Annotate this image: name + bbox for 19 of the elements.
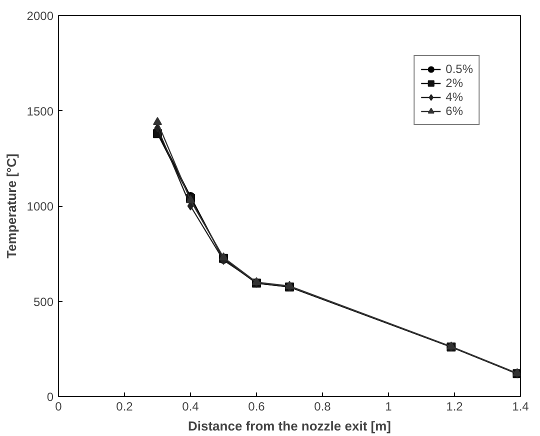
x-tick-label: 1.2: [446, 400, 464, 414]
y-tick-label: 1500: [26, 104, 54, 118]
y-tick-label: 0: [46, 390, 54, 404]
x-tick-label: 1.4: [512, 400, 530, 414]
x-axis-title: Distance from the nozzle exit [m]: [188, 418, 391, 434]
y-tick-label: 1000: [26, 200, 54, 214]
x-tick-label: 0.2: [116, 400, 134, 414]
x-tick-label: 0.6: [248, 400, 266, 414]
y-tick-label: 500: [33, 294, 54, 309]
y-tick-label: 2000: [26, 9, 54, 23]
x-tick-label: 0.4: [182, 400, 200, 414]
x-tick-label: 0.8: [314, 400, 332, 414]
legend-label: 4%: [446, 90, 464, 104]
x-tick-label: 1: [385, 400, 392, 414]
y-axis-title: Temperature [°C]: [4, 154, 19, 258]
legend-label: 6%: [446, 104, 464, 118]
legend-label: 0.5%: [446, 62, 473, 76]
legend-label: 2%: [446, 76, 464, 90]
x-tick-label: 0: [55, 400, 62, 414]
